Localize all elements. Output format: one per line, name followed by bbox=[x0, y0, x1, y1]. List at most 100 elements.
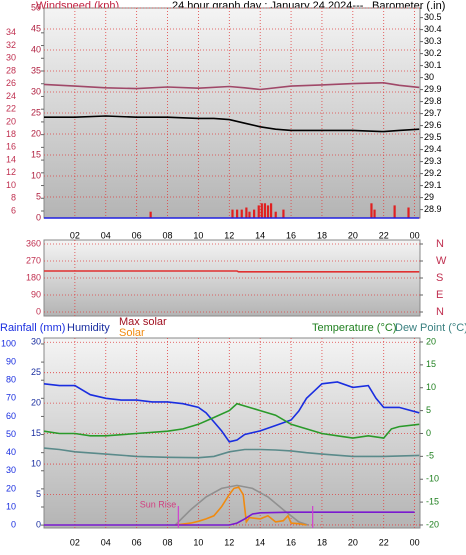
y-tick-label: 28.9 bbox=[424, 204, 442, 214]
y-tick-label: 16 bbox=[6, 142, 16, 152]
y-tick-label: 24 bbox=[6, 91, 16, 101]
y-tick-label: -15 bbox=[426, 496, 439, 506]
y-tick-label: 30 bbox=[31, 86, 41, 96]
series-line bbox=[43, 81, 420, 91]
wind-bar bbox=[282, 209, 285, 218]
wind-bar bbox=[269, 203, 273, 218]
x-tick-label: 06 bbox=[132, 537, 142, 547]
axis-label: Max solar bbox=[119, 316, 167, 328]
wind-bar bbox=[257, 205, 260, 218]
y-tick-label: 80 bbox=[6, 375, 16, 385]
wind-bar bbox=[370, 203, 373, 218]
y-tick-label: 32 bbox=[6, 40, 16, 50]
y-tick-label: 12 bbox=[6, 167, 16, 177]
y-tick-label: 100 bbox=[1, 338, 16, 348]
x-tick-label: 16 bbox=[286, 537, 296, 547]
x-tick-label: 12 bbox=[224, 230, 234, 240]
series-line bbox=[43, 381, 420, 443]
y-tick-label: 90 bbox=[31, 289, 41, 299]
y-tick-label: 26 bbox=[6, 78, 16, 88]
x-tick-label: 20 bbox=[348, 537, 358, 547]
y-tick-label: 8 bbox=[11, 193, 16, 203]
y-tick-label: 14 bbox=[6, 154, 16, 164]
y-tick-label: 29.1 bbox=[424, 180, 442, 190]
axis-label: Rainfall (mm) bbox=[0, 322, 65, 334]
y-tick-label: 29.8 bbox=[424, 96, 442, 106]
y-tick-label: -20 bbox=[426, 519, 439, 529]
y-tick-label: 10 bbox=[31, 170, 41, 180]
y-tick-label: 0 bbox=[426, 428, 431, 438]
y-tick-label: 60 bbox=[6, 411, 16, 421]
y-tick-label: 35 bbox=[31, 65, 41, 75]
y-tick-label: 45 bbox=[31, 23, 41, 33]
y-tick-label: 30.1 bbox=[424, 60, 442, 70]
y-tick-label: 0 bbox=[36, 212, 41, 222]
y-tick-label: 15 bbox=[426, 359, 436, 369]
y-tick-label: 25 bbox=[31, 367, 41, 377]
y-tick-label: 20 bbox=[31, 128, 41, 138]
x-tick-label: 16 bbox=[286, 230, 296, 240]
wind-bar bbox=[260, 203, 263, 218]
wind-bar bbox=[373, 209, 376, 218]
plot-background bbox=[43, 239, 421, 317]
x-tick-label: 18 bbox=[317, 230, 327, 240]
y-tick-label: 29.4 bbox=[424, 144, 442, 154]
x-tick-label: 14 bbox=[255, 537, 265, 547]
y-tick-label: 180 bbox=[26, 272, 41, 282]
y-tick-label: 5 bbox=[36, 191, 41, 201]
wind-bar bbox=[407, 207, 410, 218]
y-tick-label: 0 bbox=[36, 306, 41, 316]
x-tick-label: 14 bbox=[255, 230, 265, 240]
series-line bbox=[174, 484, 309, 526]
y-tick-label: 25 bbox=[31, 107, 41, 117]
series-line bbox=[44, 270, 420, 273]
y-tick-label: 34 bbox=[6, 27, 16, 37]
x-tick-label: 22 bbox=[379, 537, 389, 547]
y-tick-label: 90 bbox=[6, 356, 16, 366]
wind-bar bbox=[236, 209, 239, 218]
y-tick-label: 70 bbox=[6, 393, 16, 403]
x-tick-label: 04 bbox=[101, 230, 111, 240]
x-tick-label: 06 bbox=[132, 230, 142, 240]
y-tick-label: 30.2 bbox=[424, 48, 442, 58]
y-tick-label: 30 bbox=[6, 465, 16, 475]
barometer-label: Barometer (.in) bbox=[372, 0, 445, 12]
y-tick-label: 28 bbox=[6, 65, 16, 75]
x-tick-label: 20 bbox=[348, 230, 358, 240]
y-tick-label: 10 bbox=[31, 458, 41, 468]
y-tick-label: 0 bbox=[36, 519, 41, 529]
y-tick-label: N bbox=[436, 238, 444, 250]
series-line bbox=[44, 115, 420, 133]
series-line bbox=[43, 402, 420, 439]
wind-bar bbox=[253, 209, 256, 218]
x-tick-label: 08 bbox=[163, 230, 173, 240]
y-tick-label: 30.4 bbox=[424, 24, 442, 34]
annotation: Sun Rise bbox=[140, 499, 177, 509]
chart-title: 24 hour graph day : January 24 2024--- bbox=[172, 0, 364, 12]
y-tick-label: 20 bbox=[6, 483, 16, 493]
x-tick-label: 00 bbox=[410, 537, 420, 547]
y-tick-label: 50 bbox=[6, 429, 16, 439]
y-tick-label: 29.6 bbox=[424, 120, 442, 130]
wind-bar bbox=[149, 211, 152, 218]
x-tick-label: 08 bbox=[163, 537, 173, 547]
y-tick-label: 10 bbox=[426, 382, 436, 392]
wind-bar bbox=[393, 205, 396, 218]
wind-bar bbox=[248, 211, 251, 218]
y-tick-label: 20 bbox=[31, 398, 41, 408]
y-tick-label: 30.5 bbox=[424, 12, 442, 22]
y-tick-label: W bbox=[436, 255, 447, 267]
wind-bar bbox=[245, 207, 248, 218]
y-tick-label: 18 bbox=[6, 129, 16, 139]
x-tick-label: 04 bbox=[101, 537, 111, 547]
y-tick-label: 40 bbox=[6, 447, 16, 457]
y-tick-label: 29.2 bbox=[424, 168, 442, 178]
y-tick-label: 22 bbox=[6, 104, 16, 114]
y-tick-label: 15 bbox=[31, 149, 41, 159]
y-tick-label: 29.7 bbox=[424, 108, 442, 118]
wind-bar bbox=[266, 205, 270, 218]
y-tick-label: 30 bbox=[424, 72, 434, 82]
axis-label: Dew Point (°C) bbox=[395, 322, 466, 334]
y-tick-label: 6 bbox=[11, 205, 16, 215]
